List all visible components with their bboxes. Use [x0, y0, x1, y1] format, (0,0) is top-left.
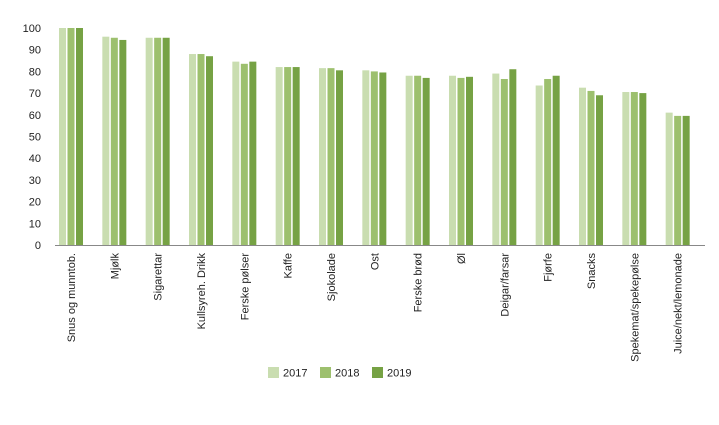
bar-2018	[110, 37, 118, 245]
bar-2019	[422, 77, 430, 245]
legend-label-2017: 2017	[283, 368, 307, 380]
bar-2017	[449, 75, 456, 246]
bar-2018	[674, 115, 682, 245]
bar-2017	[102, 36, 110, 246]
bars-layer	[59, 28, 690, 246]
x-category-label: Snacks	[586, 253, 598, 290]
x-category-label: Øl	[456, 253, 468, 264]
bar-2018	[630, 92, 638, 245]
y-tick-label: 30	[29, 175, 41, 187]
legend-label-2018: 2018	[335, 368, 359, 380]
x-category-label: Spekemat/spekepølse	[629, 253, 641, 362]
bar-2018	[414, 75, 422, 246]
y-tick-label: 70	[29, 88, 41, 100]
bar-2018	[327, 68, 335, 246]
x-category-label: Juice/nekt/lemonade	[673, 253, 685, 354]
x-category-label: Ferske pølser	[239, 253, 251, 321]
bar-2019	[249, 61, 257, 246]
y-tick-label: 10	[29, 218, 41, 230]
bar-2017	[362, 70, 370, 245]
bar-2017	[275, 67, 283, 245]
y-tick-label: 50	[29, 132, 41, 144]
x-category-label: Snus og munntob.	[66, 253, 78, 342]
x-category-label: Ferske brød	[413, 253, 425, 312]
bar-2018	[370, 71, 378, 246]
bar-2017	[145, 37, 153, 245]
bar-2018	[67, 28, 75, 245]
bar-2019	[509, 69, 517, 245]
y-tick-label: 90	[29, 45, 41, 57]
bar-2017	[59, 28, 66, 245]
y-tick-label: 40	[29, 153, 41, 165]
bar-2018	[544, 78, 552, 246]
bar-2017	[232, 61, 240, 246]
bar-2017	[492, 73, 500, 245]
bar-2018	[240, 63, 248, 246]
bar-2019	[596, 95, 603, 246]
bar-2019	[119, 39, 127, 246]
bar-2018	[587, 90, 595, 246]
bar-2017	[579, 87, 586, 245]
legend: 2017 2018 2019	[268, 367, 411, 380]
x-category-label: Sjokolade	[326, 253, 338, 301]
bar-2017	[189, 54, 196, 245]
x-category-label: Fjørfe	[543, 253, 555, 282]
x-category-label: Kullsyreh. Drikk	[196, 253, 208, 330]
bar-2019	[682, 115, 690, 245]
bar-2019	[76, 28, 83, 245]
bar-2017	[319, 68, 326, 246]
y-tick-label: 20	[29, 197, 41, 209]
bar-2018	[197, 54, 205, 245]
bar-2018	[284, 67, 292, 245]
y-tick-label: 80	[29, 66, 41, 78]
bar-2019	[206, 56, 213, 246]
bar-2019	[162, 37, 170, 245]
bar-2019	[336, 70, 343, 245]
bar-2019	[466, 76, 473, 245]
bar-2019	[379, 72, 387, 245]
bar-2017	[535, 85, 543, 245]
y-tick-label: 100	[23, 23, 41, 35]
bar-2018	[500, 78, 508, 246]
y-tick-label: 0	[35, 240, 41, 252]
legend-swatch-2018	[320, 367, 331, 378]
y-tick-label: 60	[29, 110, 41, 122]
bar-2017	[405, 75, 413, 246]
bar-2017	[622, 92, 630, 245]
bar-2019	[639, 93, 647, 245]
bar-2018	[154, 37, 162, 245]
axis-layer: 0 10 20 30 40 50 60 70 80 90 100	[23, 23, 705, 252]
legend-swatch-2017	[268, 367, 279, 378]
legend-label-2019: 2019	[387, 368, 411, 380]
x-category-label: Mjølk	[109, 253, 121, 280]
x-category-label: Sigarettar	[153, 253, 165, 301]
legend-swatch-2019	[372, 367, 383, 378]
bar-2019	[552, 75, 560, 246]
x-category-label: Deigar/farsar	[499, 253, 511, 317]
category-labels: Snus og munntob. Mjølk Sigarettar Kullsyreh…	[66, 253, 685, 362]
bar-2017	[665, 112, 673, 245]
x-category-label: Kaffe	[283, 253, 295, 279]
bar-2019	[292, 67, 300, 245]
bar-2018	[457, 77, 465, 245]
x-category-label: Ost	[369, 253, 381, 270]
